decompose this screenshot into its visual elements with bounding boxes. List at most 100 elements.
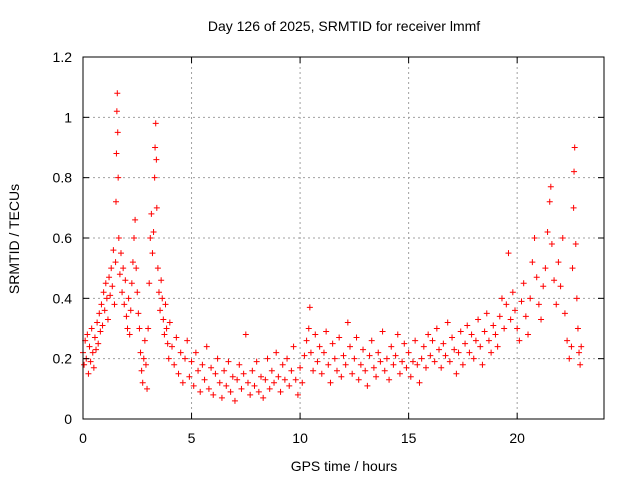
data-point <box>312 331 319 338</box>
data-point <box>166 319 173 326</box>
data-point <box>557 283 564 290</box>
data-point <box>146 280 153 287</box>
data-point <box>516 337 523 344</box>
x-tick-label: 20 <box>509 430 525 446</box>
data-point <box>169 343 176 350</box>
data-point <box>529 259 536 266</box>
data-point <box>91 334 98 341</box>
data-point <box>288 367 295 374</box>
data-point <box>251 382 258 389</box>
data-point <box>320 349 327 356</box>
data-point <box>96 310 103 317</box>
data-point <box>349 370 356 377</box>
data-point <box>294 391 301 398</box>
data-point <box>547 183 554 190</box>
data-point <box>527 295 534 302</box>
data-point <box>418 355 425 362</box>
data-point <box>392 352 399 359</box>
data-point <box>102 280 109 287</box>
data-point <box>438 364 445 371</box>
data-point <box>145 325 152 332</box>
data-point <box>192 349 199 356</box>
data-point <box>307 349 314 356</box>
data-point <box>98 301 105 308</box>
data-point <box>455 349 462 356</box>
data-point <box>533 274 540 281</box>
data-point <box>208 364 215 371</box>
data-point <box>329 340 336 347</box>
data-point <box>182 355 189 362</box>
data-point <box>260 394 267 401</box>
y-tick-label: 0.2 <box>53 351 73 367</box>
data-point <box>119 289 126 296</box>
data-point <box>318 370 325 377</box>
data-point <box>331 355 338 362</box>
data-point <box>399 358 406 365</box>
data-point <box>221 367 228 374</box>
data-point <box>150 228 157 235</box>
data-point <box>370 364 377 371</box>
data-point <box>578 343 585 350</box>
data-point <box>383 355 390 362</box>
x-tick-labels: 0 5 10 15 20 <box>79 430 525 446</box>
data-point <box>218 394 225 401</box>
data-point <box>375 349 382 356</box>
data-point <box>100 289 107 296</box>
data-point <box>306 304 313 311</box>
data-point <box>451 346 458 353</box>
data-point <box>140 355 147 362</box>
data-point <box>344 319 351 326</box>
data-point <box>485 337 492 344</box>
data-point <box>227 388 234 395</box>
data-point <box>135 310 142 317</box>
data-point <box>275 373 282 380</box>
data-point <box>179 379 186 386</box>
data-point <box>286 382 293 389</box>
data-point <box>470 355 477 362</box>
data-point <box>364 382 371 389</box>
data-point <box>138 367 145 374</box>
y-tick-label: 1.2 <box>53 49 73 65</box>
data-point <box>453 370 460 377</box>
data-point <box>490 322 497 329</box>
chart-title: Day 126 of 2025, SRMTID for receiver lmm… <box>208 18 480 34</box>
data-point <box>551 277 558 284</box>
data-series-srmtid <box>80 90 585 404</box>
data-point <box>503 301 510 308</box>
data-point <box>144 385 151 392</box>
data-point <box>152 144 159 151</box>
data-point <box>440 340 447 347</box>
data-point <box>84 331 91 338</box>
data-point <box>505 250 512 257</box>
data-point <box>446 358 453 365</box>
data-point <box>483 310 490 317</box>
y-tick-labels: 0 0.2 0.4 0.6 0.8 1 1.2 <box>53 49 73 427</box>
y-tick-label: 0.8 <box>53 170 73 186</box>
data-point <box>266 385 273 392</box>
data-point <box>466 349 473 356</box>
data-point <box>95 340 102 347</box>
data-point <box>553 301 560 308</box>
data-point <box>546 198 553 205</box>
data-point <box>464 322 471 329</box>
data-point <box>177 349 184 356</box>
data-point <box>540 283 547 290</box>
data-point <box>388 343 395 350</box>
data-point <box>126 331 133 338</box>
data-point <box>542 265 549 272</box>
data-point <box>171 361 178 368</box>
data-point <box>89 349 96 356</box>
data-point <box>514 325 521 332</box>
x-tick-label: 10 <box>292 430 308 446</box>
data-point <box>571 144 578 151</box>
data-point <box>303 337 310 344</box>
y-tick-label: 0 <box>64 411 72 427</box>
data-point <box>147 235 154 241</box>
data-point <box>271 379 278 386</box>
data-point <box>325 361 332 368</box>
data-point <box>109 283 116 290</box>
data-point <box>327 379 334 386</box>
data-point <box>509 289 516 296</box>
x-axis-label: GPS time / hours <box>291 458 398 474</box>
